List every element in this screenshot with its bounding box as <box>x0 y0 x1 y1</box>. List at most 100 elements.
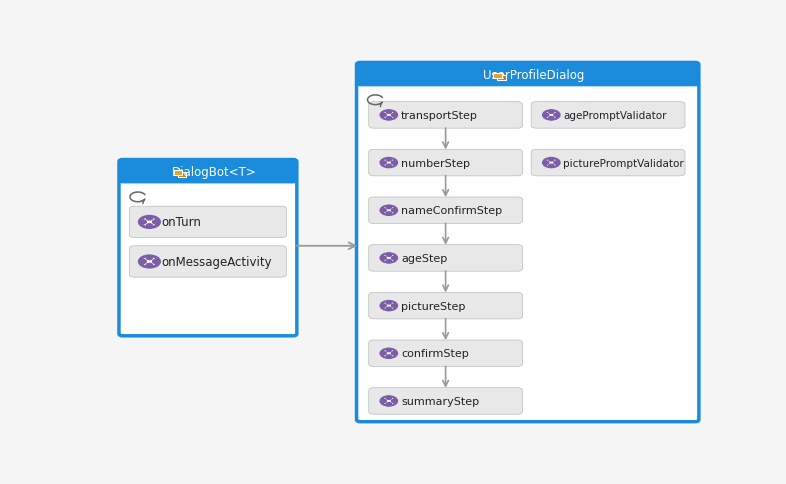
Circle shape <box>549 158 554 162</box>
Circle shape <box>384 208 394 214</box>
FancyBboxPatch shape <box>357 63 699 422</box>
Circle shape <box>384 350 394 357</box>
FancyBboxPatch shape <box>369 103 523 129</box>
Text: ageStep: ageStep <box>401 254 447 263</box>
Circle shape <box>146 225 152 228</box>
Circle shape <box>380 253 399 264</box>
FancyBboxPatch shape <box>369 245 523 272</box>
Circle shape <box>380 110 399 121</box>
Bar <box>494 74 502 79</box>
Circle shape <box>391 209 397 212</box>
Circle shape <box>544 114 549 117</box>
Circle shape <box>386 165 391 168</box>
FancyBboxPatch shape <box>369 388 523 414</box>
Circle shape <box>386 307 391 311</box>
Circle shape <box>554 114 559 117</box>
Circle shape <box>386 355 391 358</box>
Bar <box>124 172 292 182</box>
Circle shape <box>381 399 386 403</box>
Circle shape <box>549 111 554 114</box>
Circle shape <box>391 399 397 403</box>
Circle shape <box>384 112 394 119</box>
FancyBboxPatch shape <box>369 150 523 177</box>
FancyBboxPatch shape <box>130 207 286 238</box>
FancyBboxPatch shape <box>357 63 699 87</box>
Bar <box>362 75 694 85</box>
Circle shape <box>143 219 156 227</box>
FancyBboxPatch shape <box>369 340 523 367</box>
Circle shape <box>391 257 397 260</box>
Circle shape <box>386 403 391 406</box>
Circle shape <box>380 395 399 407</box>
Circle shape <box>381 257 386 260</box>
Bar <box>123 163 293 182</box>
Circle shape <box>380 205 399 216</box>
Bar <box>174 171 182 176</box>
FancyBboxPatch shape <box>531 103 685 129</box>
Circle shape <box>146 216 152 221</box>
Circle shape <box>152 220 159 225</box>
Bar <box>360 65 696 85</box>
Circle shape <box>391 304 397 307</box>
Circle shape <box>386 212 391 215</box>
Circle shape <box>386 254 391 257</box>
Circle shape <box>546 112 556 119</box>
Circle shape <box>391 352 397 355</box>
Circle shape <box>386 396 391 400</box>
Circle shape <box>140 220 146 225</box>
Circle shape <box>386 260 391 263</box>
Text: pictureStep: pictureStep <box>401 301 465 311</box>
Circle shape <box>386 301 391 304</box>
Text: nameConfirmStep: nameConfirmStep <box>401 206 502 216</box>
Circle shape <box>386 206 391 209</box>
Circle shape <box>146 256 152 260</box>
Circle shape <box>384 398 394 404</box>
Circle shape <box>152 260 159 264</box>
Circle shape <box>549 165 554 168</box>
Circle shape <box>380 300 399 312</box>
Circle shape <box>384 160 394 166</box>
Circle shape <box>138 255 161 269</box>
Bar <box>498 76 506 81</box>
Text: confirmStep: confirmStep <box>401 348 468 359</box>
FancyBboxPatch shape <box>531 150 685 177</box>
Circle shape <box>143 258 156 266</box>
FancyBboxPatch shape <box>369 293 523 319</box>
Circle shape <box>554 162 559 165</box>
Bar <box>178 173 186 178</box>
FancyBboxPatch shape <box>130 246 286 278</box>
Circle shape <box>386 117 391 121</box>
Circle shape <box>140 260 146 264</box>
Circle shape <box>380 348 399 359</box>
Circle shape <box>542 157 560 169</box>
Text: UserProfileDialog: UserProfileDialog <box>483 69 585 82</box>
FancyBboxPatch shape <box>369 197 523 224</box>
Circle shape <box>386 349 391 352</box>
Text: agePromptValidator: agePromptValidator <box>564 111 667 121</box>
Text: picturePromptValidator: picturePromptValidator <box>564 158 685 168</box>
Circle shape <box>386 158 391 162</box>
Text: summaryStep: summaryStep <box>401 396 479 406</box>
Circle shape <box>381 114 386 117</box>
Circle shape <box>381 162 386 165</box>
Circle shape <box>386 111 391 114</box>
Circle shape <box>546 160 556 166</box>
Circle shape <box>381 352 386 355</box>
Text: onTurn: onTurn <box>162 216 201 229</box>
Circle shape <box>146 264 152 268</box>
Circle shape <box>542 110 560 121</box>
FancyBboxPatch shape <box>119 160 297 336</box>
Circle shape <box>384 303 394 309</box>
Circle shape <box>381 209 386 212</box>
Circle shape <box>391 114 397 117</box>
Circle shape <box>391 162 397 165</box>
Text: numberStep: numberStep <box>401 158 470 168</box>
Circle shape <box>384 255 394 261</box>
Text: DialogBot<T>: DialogBot<T> <box>171 166 256 179</box>
Circle shape <box>544 162 549 165</box>
Text: onMessageActivity: onMessageActivity <box>162 256 272 269</box>
Text: transportStep: transportStep <box>401 111 478 121</box>
Circle shape <box>381 304 386 307</box>
Circle shape <box>549 117 554 121</box>
FancyBboxPatch shape <box>119 160 297 184</box>
